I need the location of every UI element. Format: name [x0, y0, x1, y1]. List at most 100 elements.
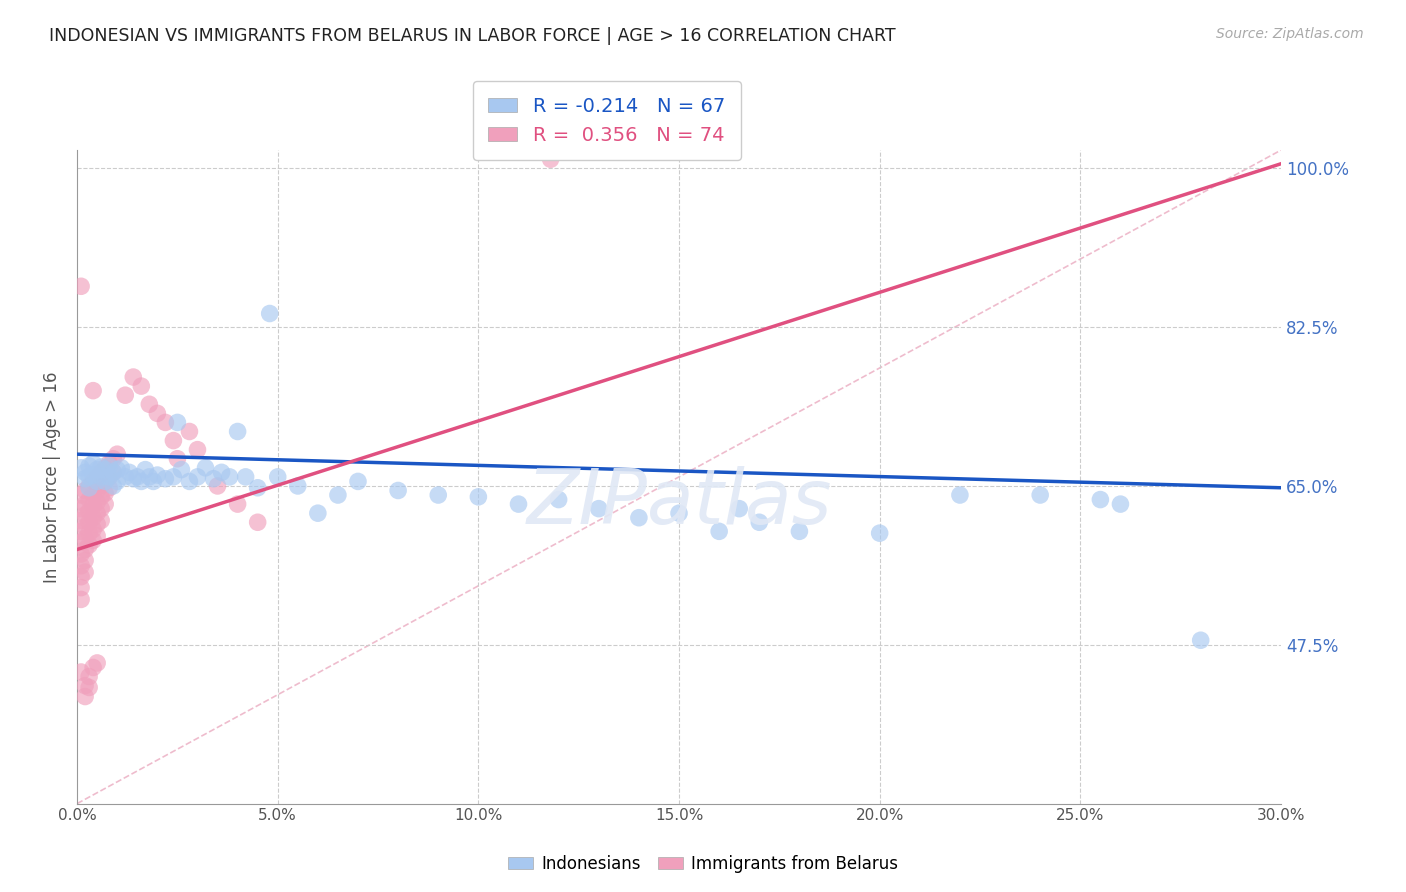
Point [77, 479, 100, 493]
Point [75, 497, 97, 511]
Point [82, 533, 104, 548]
Point [94, 486, 117, 500]
Point [70, 524, 93, 539]
Point [110, 460, 132, 475]
Point [94, 460, 117, 475]
Point [75, 565, 97, 579]
Point [287, 479, 309, 493]
Point [166, 451, 188, 466]
Point [75, 466, 97, 480]
Point [75, 472, 97, 486]
Point [70, 558, 93, 573]
Point [138, 470, 160, 484]
Point [86, 470, 108, 484]
Point [387, 483, 409, 498]
Point [75, 679, 97, 693]
Point [122, 472, 145, 486]
Point [1029, 488, 1052, 502]
Point [77, 470, 100, 484]
Point [129, 379, 152, 393]
Point [949, 488, 972, 502]
Point [70, 279, 93, 293]
Point [540, 152, 562, 166]
Point [86, 506, 108, 520]
Point [82, 475, 104, 489]
Point [122, 370, 145, 384]
Point [103, 479, 125, 493]
Point [82, 660, 104, 674]
Point [86, 462, 108, 476]
Point [162, 470, 184, 484]
Point [86, 483, 108, 498]
Point [82, 468, 104, 483]
Point [218, 470, 240, 484]
Point [98, 481, 121, 495]
Point [162, 434, 184, 448]
Point [86, 529, 108, 543]
Point [179, 475, 201, 489]
Point [94, 462, 117, 476]
Point [75, 542, 97, 557]
Point [105, 462, 128, 476]
Point [70, 535, 93, 549]
Point [75, 553, 97, 567]
Point [86, 495, 108, 509]
Point [77, 458, 100, 473]
Point [166, 416, 188, 430]
Point [134, 462, 156, 476]
Point [103, 466, 125, 480]
Point [467, 490, 489, 504]
Point [90, 490, 112, 504]
Y-axis label: In Labor Force | Age > 16: In Labor Force | Age > 16 [44, 371, 60, 582]
Point [98, 456, 121, 470]
Point [70, 665, 93, 679]
Point [82, 384, 104, 398]
Point [728, 501, 751, 516]
Point [82, 499, 104, 513]
Point [103, 466, 125, 480]
Point [142, 475, 165, 489]
Point [70, 592, 93, 607]
Point [98, 458, 121, 473]
Point [211, 466, 233, 480]
Point [70, 547, 93, 561]
Point [170, 462, 193, 476]
Point [75, 520, 97, 534]
Point [70, 513, 93, 527]
Point [75, 532, 97, 546]
Point [94, 475, 117, 489]
Point [70, 581, 93, 595]
Point [186, 442, 208, 457]
Point [77, 538, 100, 552]
Legend: R = -0.214   N = 67, R =  0.356   N = 74: R = -0.214 N = 67, R = 0.356 N = 74 [472, 81, 741, 161]
Point [202, 472, 225, 486]
Point [75, 483, 97, 498]
Point [627, 510, 650, 524]
Point [246, 515, 269, 529]
Point [105, 447, 128, 461]
Point [82, 510, 104, 524]
Point [707, 524, 730, 539]
Point [77, 504, 100, 518]
Point [86, 656, 108, 670]
Point [82, 523, 104, 537]
Point [90, 479, 112, 493]
Point [748, 515, 770, 529]
Point [90, 501, 112, 516]
Point [1109, 497, 1132, 511]
Point [194, 460, 217, 475]
Point [508, 497, 530, 511]
Text: INDONESIAN VS IMMIGRANTS FROM BELARUS IN LABOR FORCE | AGE > 16 CORRELATION CHAR: INDONESIAN VS IMMIGRANTS FROM BELARUS IN… [49, 27, 896, 45]
Point [70, 501, 93, 516]
Point [103, 451, 125, 466]
Point [82, 488, 104, 502]
Point [77, 515, 100, 529]
Point [118, 466, 141, 480]
Point [146, 468, 169, 483]
Point [90, 466, 112, 480]
Point [90, 513, 112, 527]
Point [94, 475, 117, 489]
Point [77, 669, 100, 683]
Point [267, 470, 290, 484]
Point [70, 488, 93, 502]
